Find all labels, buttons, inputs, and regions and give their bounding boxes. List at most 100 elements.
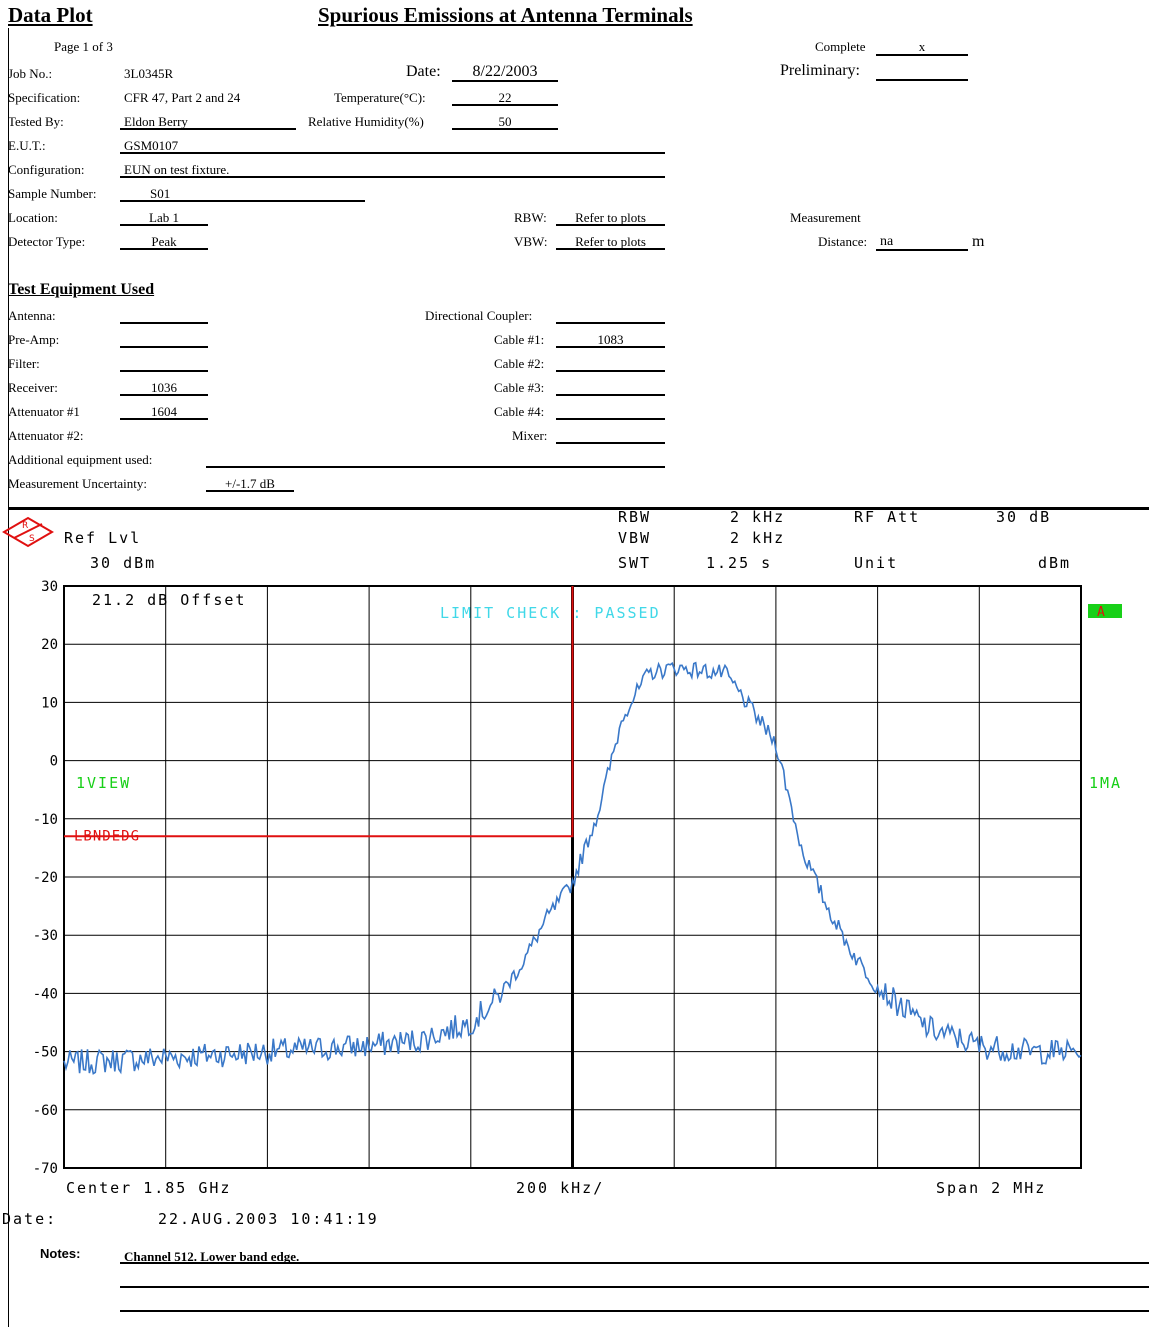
humidity-label: Relative Humidity(%) bbox=[308, 114, 424, 129]
page-title: Spurious Emissions at Antenna Terminals bbox=[318, 3, 693, 27]
left-border bbox=[8, 28, 9, 1327]
antenna-label: Antenna: bbox=[8, 308, 56, 323]
attenuator1-value: 1604 bbox=[151, 404, 177, 419]
division-label: 200 kHz/ bbox=[516, 1179, 604, 1197]
rbw-underline bbox=[556, 224, 665, 226]
temp-label: Temperature(°C): bbox=[334, 90, 426, 105]
svg-text:S: S bbox=[29, 534, 35, 544]
tested-by-underline bbox=[120, 128, 296, 130]
attenuator1-label: Attenuator #1 bbox=[8, 404, 80, 419]
y-tick-label: 0 bbox=[50, 754, 58, 770]
eut-value: GSM0107 bbox=[124, 138, 179, 153]
notes-label: Notes: bbox=[40, 1246, 81, 1261]
data-plot-title: Data Plot bbox=[8, 3, 93, 27]
rf-att-label: RF Att bbox=[854, 510, 920, 526]
config-value: EUN on test fixture. bbox=[124, 162, 230, 177]
y-tick-label: 20 bbox=[41, 637, 58, 653]
receiver-underline bbox=[120, 394, 208, 396]
y-tick-label: -10 bbox=[33, 812, 58, 828]
detector-underline bbox=[120, 248, 208, 250]
coupler-label: Directional Coupler: bbox=[425, 308, 533, 323]
distance-value: na bbox=[880, 234, 894, 249]
distance-unit: m bbox=[972, 233, 985, 250]
cable2-label: Cable #2: bbox=[494, 356, 545, 371]
sample-value: S01 bbox=[150, 186, 171, 201]
cable1-value: 1083 bbox=[597, 332, 624, 347]
location-label: Location: bbox=[8, 210, 58, 225]
trace-badge: A bbox=[1097, 605, 1107, 620]
rbw-value: Refer to plots bbox=[575, 210, 646, 225]
cable1-label: Cable #1: bbox=[494, 332, 545, 347]
date-value: 22.AUG.2003 10:41:19 bbox=[158, 1210, 379, 1228]
preamp-underline bbox=[120, 346, 208, 348]
page-number: Page 1 of 3 bbox=[54, 39, 113, 54]
trace-marker-label: 1MA bbox=[1089, 774, 1122, 792]
filter-label: Filter: bbox=[8, 356, 40, 371]
receiver-label: Receiver: bbox=[8, 380, 58, 395]
vbw-setting-label: VBW bbox=[618, 529, 651, 547]
location-underline bbox=[120, 224, 208, 226]
cable3-label: Cable #3: bbox=[494, 380, 545, 395]
tested-by-label: Tested By: bbox=[8, 114, 64, 129]
unit-label: Unit bbox=[854, 554, 898, 572]
trace-badge-bg bbox=[1088, 604, 1122, 618]
coupler-underline bbox=[556, 322, 665, 324]
date-label: Date: bbox=[406, 63, 441, 80]
eut-underline bbox=[120, 152, 665, 154]
preliminary-label: Preliminary: bbox=[780, 62, 860, 79]
additional-label: Additional equipment used: bbox=[8, 452, 153, 467]
vbw-setting-value: 2 kHz bbox=[730, 529, 785, 547]
complete-label: Complete bbox=[815, 39, 866, 54]
uncertainty-value: +/-1.7 dB bbox=[225, 476, 275, 491]
config-underline bbox=[120, 176, 665, 178]
vbw-underline bbox=[556, 248, 665, 250]
swt-setting-label: SWT bbox=[618, 554, 651, 572]
y-tick-label: -40 bbox=[33, 986, 58, 1002]
uncertainty-underline bbox=[206, 490, 294, 492]
trace-mode-label: 1VIEW bbox=[76, 774, 131, 792]
eut-label: E.U.T.: bbox=[8, 138, 46, 153]
uncertainty-label: Measurement Uncertainty: bbox=[8, 476, 147, 491]
detector-value: Peak bbox=[151, 234, 177, 249]
notes-underline-3 bbox=[120, 1310, 1149, 1312]
vbw-value: Refer to plots bbox=[575, 234, 646, 249]
mixer-underline bbox=[556, 442, 665, 444]
cable4-label: Cable #4: bbox=[494, 404, 545, 419]
distance-underline bbox=[876, 249, 968, 251]
location-value: Lab 1 bbox=[149, 210, 179, 225]
complete-underline bbox=[876, 54, 968, 56]
limit-line bbox=[64, 586, 574, 838]
humidity-value: 50 bbox=[498, 114, 512, 129]
vbw-label: VBW: bbox=[514, 234, 548, 249]
y-tick-label: -60 bbox=[33, 1103, 58, 1119]
y-tick-label: 10 bbox=[41, 695, 58, 711]
antenna-underline bbox=[120, 322, 208, 324]
y-tick-label: 30 bbox=[41, 579, 58, 595]
spec-value: CFR 47, Part 2 and 24 bbox=[124, 90, 241, 105]
job-no-value: 3L0345R bbox=[124, 66, 174, 81]
detector-label: Detector Type: bbox=[8, 234, 86, 249]
attenuator2-label: Attenuator #2: bbox=[8, 428, 84, 443]
date-label: Date: bbox=[2, 1210, 57, 1228]
measurement-label: Measurement bbox=[790, 210, 861, 225]
distance-label: Distance: bbox=[818, 234, 868, 249]
notes-underline-1 bbox=[120, 1262, 1149, 1264]
notes-line-1: Channel 512. Lower band edge. bbox=[124, 1249, 300, 1264]
ref-level-value: 30 dBm bbox=[90, 554, 156, 572]
temp-value: 22 bbox=[498, 90, 512, 105]
unit-value: dBm bbox=[1038, 554, 1071, 572]
spec-label: Specification: bbox=[8, 90, 81, 105]
sample-label: Sample Number: bbox=[8, 186, 97, 201]
cable2-underline bbox=[556, 370, 665, 372]
attenuator1-underline bbox=[120, 418, 208, 420]
offset-label: 21.2 dB Offset bbox=[92, 591, 246, 609]
spectrum-trace bbox=[63, 661, 1082, 1075]
cable1-underline bbox=[556, 346, 665, 348]
notes-underline-2 bbox=[120, 1286, 1149, 1288]
date-underline bbox=[452, 80, 558, 82]
additional-underline bbox=[206, 466, 665, 468]
rf-att-value: 30 dB bbox=[996, 510, 1051, 526]
swt-setting-value: 1.25 s bbox=[706, 554, 772, 572]
span-label: Span 2 MHz bbox=[936, 1179, 1046, 1197]
y-tick-label: -20 bbox=[33, 870, 58, 886]
